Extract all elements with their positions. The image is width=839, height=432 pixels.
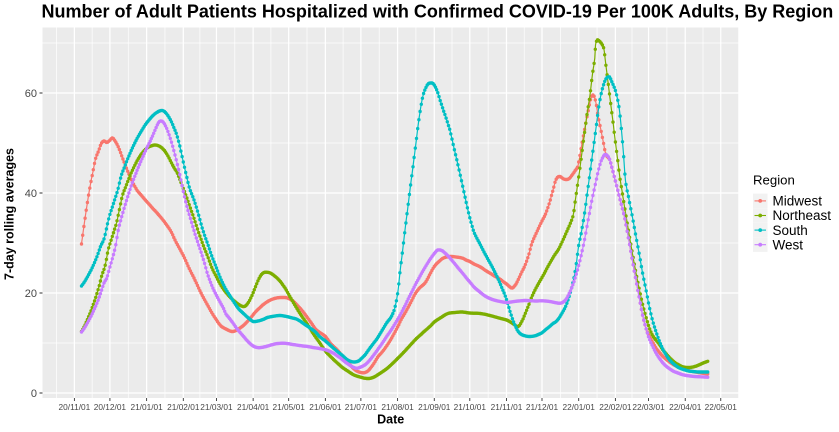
svg-text:21/08/01: 21/08/01 <box>381 402 414 412</box>
svg-text:21/07/01: 21/07/01 <box>345 402 378 412</box>
svg-text:20/12/01: 20/12/01 <box>94 402 127 412</box>
svg-text:Northeast: Northeast <box>773 208 832 223</box>
svg-text:21/10/01: 21/10/01 <box>454 402 487 412</box>
svg-text:22/01/01: 22/01/01 <box>563 402 596 412</box>
svg-text:20: 20 <box>25 288 37 300</box>
svg-text:22/04/01: 22/04/01 <box>669 402 702 412</box>
svg-text:21/12/01: 21/12/01 <box>526 402 559 412</box>
svg-text:21/05/01: 21/05/01 <box>273 402 306 412</box>
svg-text:60: 60 <box>25 88 37 100</box>
svg-text:Region: Region <box>753 172 795 187</box>
svg-text:22/02/01: 22/02/01 <box>599 402 632 412</box>
svg-text:21/04/01: 21/04/01 <box>237 402 270 412</box>
svg-text:21/09/01: 21/09/01 <box>418 402 451 412</box>
svg-text:Date: Date <box>377 413 404 427</box>
svg-text:Number of Adult Patients Hospi: Number of Adult Patients Hospitalized wi… <box>42 2 834 22</box>
svg-text:21/06/01: 21/06/01 <box>309 402 342 412</box>
svg-text:21/03/01: 21/03/01 <box>200 402 233 412</box>
svg-text:21/11/01: 21/11/01 <box>491 402 523 412</box>
svg-text:0: 0 <box>31 388 37 400</box>
svg-text:South: South <box>773 223 808 238</box>
svg-text:22/05/01: 22/05/01 <box>705 402 738 412</box>
svg-text:40: 40 <box>25 188 37 200</box>
svg-text:West: West <box>773 237 804 252</box>
svg-text:20/11/01: 20/11/01 <box>59 402 91 412</box>
svg-text:21/02/01: 21/02/01 <box>167 402 200 412</box>
svg-text:22/03/01: 22/03/01 <box>632 402 665 412</box>
svg-text:21/01/01: 21/01/01 <box>130 402 163 412</box>
svg-text:Midwest: Midwest <box>773 194 823 209</box>
svg-text:7-day rolling averages: 7-day rolling averages <box>3 148 17 280</box>
